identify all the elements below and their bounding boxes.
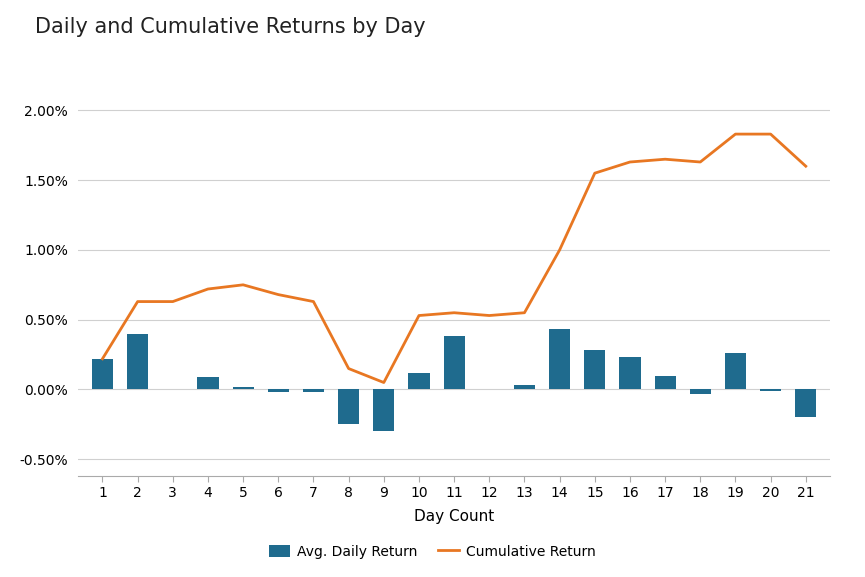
Bar — [689, 389, 711, 394]
Bar — [197, 377, 219, 389]
Bar — [127, 334, 148, 389]
Text: Daily and Cumulative Returns by Day: Daily and Cumulative Returns by Day — [35, 17, 426, 38]
Bar — [338, 389, 359, 425]
Bar — [655, 376, 676, 389]
Bar — [549, 329, 570, 389]
Bar — [444, 336, 465, 389]
X-axis label: Day Count: Day Count — [414, 509, 494, 524]
Bar — [92, 359, 113, 389]
Bar — [760, 389, 781, 391]
Bar — [584, 350, 605, 389]
Bar — [514, 385, 535, 389]
Bar — [373, 389, 394, 432]
Legend: Avg. Daily Return, Cumulative Return: Avg. Daily Return, Cumulative Return — [264, 539, 601, 564]
Bar — [303, 389, 324, 392]
Bar — [268, 389, 289, 392]
Bar — [233, 387, 253, 389]
Bar — [795, 389, 817, 417]
Bar — [725, 353, 746, 389]
Bar — [619, 357, 640, 389]
Bar — [408, 373, 430, 389]
